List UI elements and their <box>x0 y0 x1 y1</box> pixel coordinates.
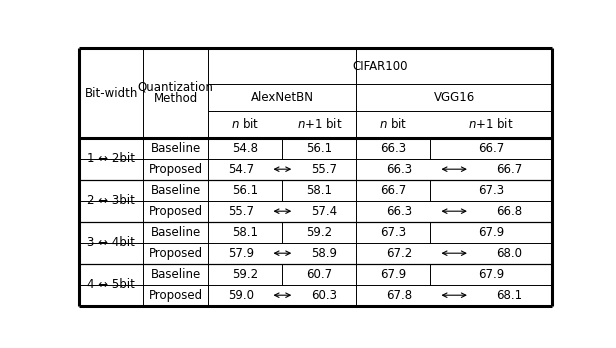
Text: 67.3: 67.3 <box>380 226 407 239</box>
Text: 66.3: 66.3 <box>380 142 407 155</box>
Text: 58.9: 58.9 <box>311 247 337 260</box>
Text: 4 ↔ 5bit: 4 ↔ 5bit <box>87 278 136 291</box>
Text: 58.1: 58.1 <box>306 184 333 197</box>
Text: $n$+1 bit: $n$+1 bit <box>468 117 514 131</box>
Text: 67.8: 67.8 <box>386 289 413 302</box>
Text: $n$ bit: $n$ bit <box>379 117 408 131</box>
Text: Proposed: Proposed <box>148 205 203 218</box>
Text: 1 ↔ 2bit: 1 ↔ 2bit <box>87 152 136 165</box>
Text: AlexNetBN: AlexNetBN <box>251 91 314 104</box>
Text: 56.1: 56.1 <box>306 142 333 155</box>
Text: Baseline: Baseline <box>151 184 201 197</box>
Text: 66.7: 66.7 <box>380 184 407 197</box>
Text: 58.1: 58.1 <box>232 226 258 239</box>
Text: 54.8: 54.8 <box>232 142 258 155</box>
Text: 57.9: 57.9 <box>228 247 254 260</box>
Text: $n$+1 bit: $n$+1 bit <box>296 117 342 131</box>
Text: CIFAR100: CIFAR100 <box>352 60 408 73</box>
Text: 55.7: 55.7 <box>311 163 337 176</box>
Text: 66.3: 66.3 <box>386 163 413 176</box>
Text: Baseline: Baseline <box>151 268 201 281</box>
Text: 55.7: 55.7 <box>228 205 254 218</box>
Text: 67.2: 67.2 <box>386 247 413 260</box>
Text: Proposed: Proposed <box>148 163 203 176</box>
Text: Baseline: Baseline <box>151 142 201 155</box>
Text: Proposed: Proposed <box>148 247 203 260</box>
Text: 67.9: 67.9 <box>380 268 407 281</box>
Text: 67.9: 67.9 <box>478 268 505 281</box>
Text: Bit-width: Bit-width <box>84 87 138 100</box>
Text: 56.1: 56.1 <box>232 184 259 197</box>
Text: $n$ bit: $n$ bit <box>231 117 259 131</box>
Text: 66.3: 66.3 <box>386 205 413 218</box>
Text: 68.0: 68.0 <box>496 247 522 260</box>
Text: 2 ↔ 3bit: 2 ↔ 3bit <box>87 194 136 207</box>
Text: 66.7: 66.7 <box>496 163 522 176</box>
Text: Quantization: Quantization <box>138 81 214 94</box>
Text: 66.7: 66.7 <box>478 142 505 155</box>
Text: Proposed: Proposed <box>148 289 203 302</box>
Text: 66.8: 66.8 <box>496 205 522 218</box>
Text: 54.7: 54.7 <box>228 163 254 176</box>
Text: 68.1: 68.1 <box>496 289 522 302</box>
Text: 60.7: 60.7 <box>306 268 333 281</box>
Text: 67.3: 67.3 <box>478 184 505 197</box>
Text: 59.2: 59.2 <box>232 268 259 281</box>
Text: 59.2: 59.2 <box>306 226 333 239</box>
Text: 59.0: 59.0 <box>228 289 254 302</box>
Text: VGG16: VGG16 <box>434 91 475 104</box>
Text: 57.4: 57.4 <box>310 205 337 218</box>
Text: 60.3: 60.3 <box>311 289 337 302</box>
Text: 3 ↔ 4bit: 3 ↔ 4bit <box>87 236 136 249</box>
Text: Baseline: Baseline <box>151 226 201 239</box>
Text: Method: Method <box>153 93 198 105</box>
Text: 67.9: 67.9 <box>478 226 505 239</box>
